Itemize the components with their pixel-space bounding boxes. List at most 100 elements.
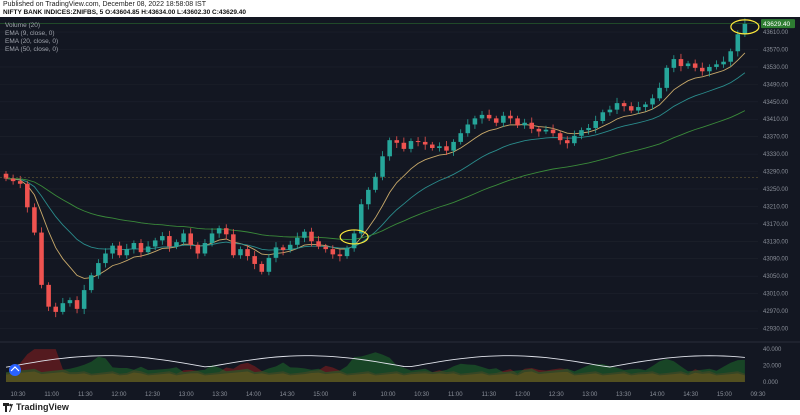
candle-body [565, 140, 570, 144]
price-tick-label: 43530.00 [763, 65, 789, 71]
candle-body [188, 233, 193, 245]
candle-body [387, 140, 392, 157]
osc-tick-label: 0.000 [763, 380, 779, 386]
time-axis: 10:30 11:00 11:30 12:00 12:30 13:00 13:30 14:00… [10, 392, 766, 398]
candle-body [46, 284, 51, 307]
candle-body [707, 66, 712, 72]
candle-body [380, 156, 385, 177]
grid-lines [0, 31, 758, 329]
price-tick-label: 43570.00 [763, 48, 789, 54]
candle-body [216, 228, 222, 234]
legend-ema20: EMA (20, close, 0) [5, 38, 58, 45]
candle-body [522, 122, 527, 126]
candle-body [586, 127, 591, 131]
time-tick-label: 13:00 [582, 392, 598, 398]
price-axis: 42930.00 42970.00 43010.00 43050.00 43090.00… [763, 30, 789, 332]
time-tick-label: 14:30 [683, 392, 699, 398]
legend-ema50: EMA (50, close, 0) [5, 46, 58, 53]
candle-body [245, 249, 250, 257]
candle-body [685, 63, 691, 67]
candle-body [444, 146, 449, 151]
price-tick-label: 43130.00 [763, 239, 789, 245]
candle-body [316, 241, 321, 247]
candle-body [486, 114, 492, 119]
candle-body [309, 231, 314, 242]
candle-body [742, 23, 748, 35]
price-tick-label: 43210.00 [763, 204, 789, 210]
candle-body [628, 106, 634, 111]
candle-body [550, 129, 556, 134]
candle-body [415, 141, 421, 143]
candle-body [3, 173, 9, 179]
candle-body [593, 120, 598, 128]
time-tick-label: 11:00 [44, 392, 59, 398]
published-note: Published on TradingView.com, December 0… [3, 1, 206, 8]
candle-body [81, 290, 87, 309]
candle-body [266, 257, 272, 272]
time-tick-label: 13:00 [179, 392, 195, 398]
candle-body [699, 67, 705, 72]
time-tick-label: 15:00 [313, 392, 329, 398]
chart-background [0, 17, 800, 400]
candle-body [202, 243, 208, 254]
candle-body [508, 115, 513, 119]
last-price-label: 43629.40 [763, 21, 790, 28]
candle-body [295, 237, 300, 245]
last-price-tag [761, 19, 795, 29]
price-tick-label: 43050.00 [763, 274, 789, 280]
candle-body [138, 243, 144, 253]
price-tick-label: 43610.00 [763, 30, 789, 36]
replay-icon[interactable] [9, 364, 21, 376]
candle-body [152, 240, 158, 247]
candle-body [728, 51, 733, 62]
time-tick-label: 14:00 [650, 392, 666, 398]
candle-body [231, 234, 236, 256]
candle-body [39, 232, 44, 285]
time-tick-label: 11:30 [482, 392, 497, 398]
price-chart[interactable]: 42930.00 42970.00 43010.00 43050.00 43090.00… [0, 17, 800, 400]
candle-body [103, 253, 108, 264]
candle-body [472, 118, 478, 125]
candle-body [96, 263, 101, 276]
price-tick-label: 42930.00 [763, 326, 789, 332]
candle-body [479, 114, 485, 119]
osc-tick-label: 40.000 [763, 347, 782, 353]
candle-body [437, 146, 442, 149]
price-tick-label: 43170.00 [763, 222, 789, 228]
candle-body [195, 244, 201, 254]
candle-body [252, 256, 257, 264]
time-tick-label: 8 [353, 392, 357, 398]
tradingview-brand: TradingView [16, 402, 69, 412]
candle-body [145, 246, 151, 253]
candle-body [358, 204, 364, 234]
candle-body [273, 247, 279, 258]
candle-body [401, 142, 407, 149]
candle-body [607, 109, 613, 113]
candle-body [287, 244, 293, 251]
time-tick-label: 12:30 [145, 392, 161, 398]
price-tick-label: 43370.00 [763, 135, 789, 141]
candle-body [344, 248, 350, 257]
ema50-line [5, 110, 746, 240]
highlight-ellipse-breakout [339, 229, 369, 245]
price-tick-label: 42970.00 [763, 309, 789, 315]
candle-body [223, 228, 229, 235]
candle-body [302, 231, 307, 238]
time-tick-label: 12:30 [549, 392, 565, 398]
footer-bar: TradingView [0, 400, 800, 415]
candle-body [657, 87, 662, 99]
candle-body [167, 236, 172, 247]
candle-body [600, 112, 606, 121]
candle-body [330, 249, 336, 255]
candlesticks [3, 18, 748, 318]
candle-body [259, 263, 265, 272]
candle-body [32, 207, 37, 233]
candle-body [614, 103, 620, 110]
candle-body [529, 122, 535, 129]
tradingview-logo-icon [3, 403, 13, 412]
candle-body [366, 189, 371, 205]
price-tick-label: 43250.00 [763, 187, 789, 193]
candle-body [280, 247, 286, 251]
candle-body [110, 245, 115, 254]
price-tick-label: 43290.00 [763, 170, 789, 176]
